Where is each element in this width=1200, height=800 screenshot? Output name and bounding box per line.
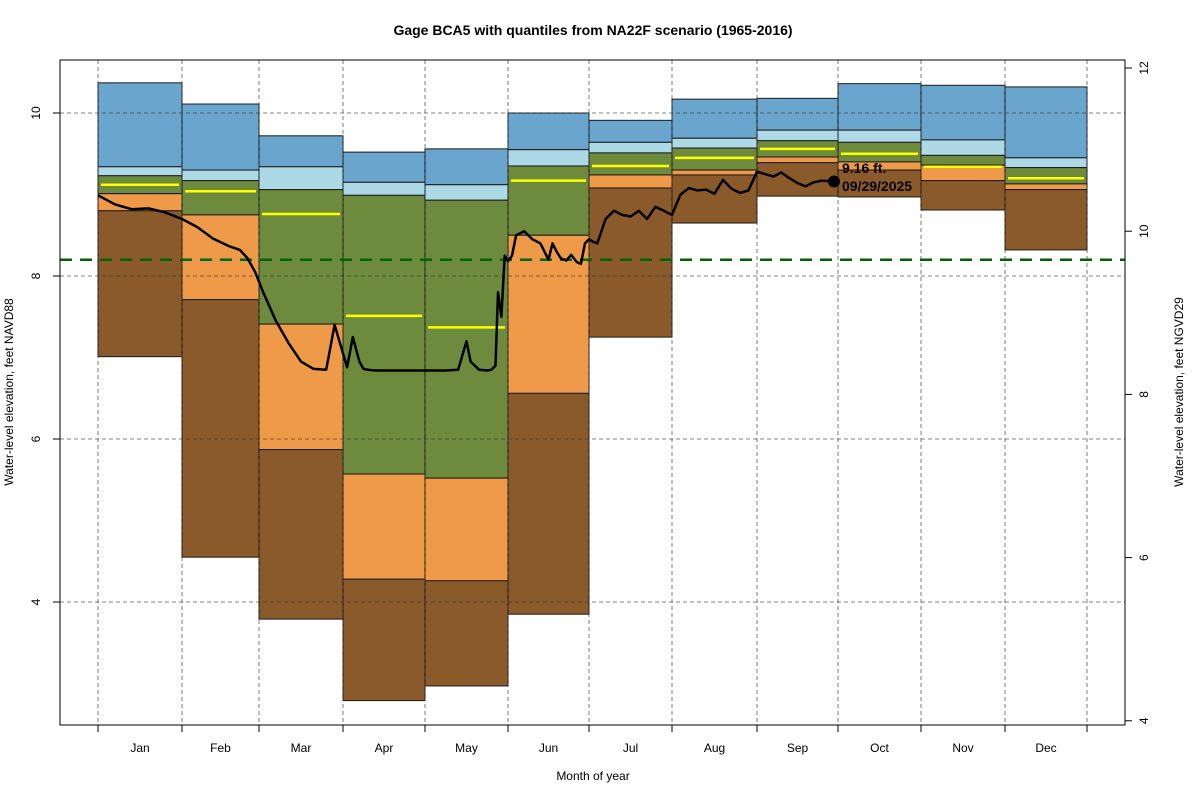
band-min-p10-mar (258, 449, 344, 620)
band-min-p10-jul (588, 187, 673, 338)
band-p10-p25-dec (1004, 183, 1088, 191)
band-p75-p90-apr (342, 181, 426, 196)
x-tick-label: Feb (210, 741, 231, 755)
x-tick-label: Mar (291, 741, 312, 755)
band-p10-p25-aug (671, 169, 758, 176)
grid-lines (60, 60, 1125, 725)
band-p25-p75-feb (181, 180, 260, 216)
chart-title: Gage BCA5 with quantiles from NA22F scen… (393, 22, 792, 38)
band-p75-p90-mar (258, 166, 344, 191)
x-tick-label: Aug (704, 741, 725, 755)
band-min-p10-dec (1004, 189, 1088, 251)
y-tick-label-right: 12 (1137, 61, 1151, 75)
band-p90-max-jul (588, 119, 673, 143)
x-axis-label: Month of year (556, 769, 629, 783)
band-p90-max-feb (181, 103, 260, 171)
band-p75-p90-jun (507, 149, 590, 167)
y-axis-label-left: Water-level elevation, feet NAVD88 (2, 298, 16, 486)
y-tick-label-right: 4 (1137, 717, 1151, 724)
current-point (827, 175, 840, 188)
quantile-bands (97, 82, 1088, 702)
x-tick-label: Jul (623, 741, 638, 755)
band-min-p10-sep (756, 162, 839, 197)
band-p10-p25-jul (588, 174, 673, 189)
band-p75-p90-aug (671, 137, 758, 149)
band-p90-max-apr (342, 151, 426, 183)
band-p25-p75-nov (920, 154, 1006, 166)
band-p90-max-nov (920, 84, 1006, 141)
band-p90-max-jan (97, 82, 183, 168)
band-p75-p90-sep (756, 129, 839, 142)
band-p75-p90-dec (1004, 157, 1088, 169)
band-min-p10-oct (837, 169, 922, 198)
x-tick-label: Oct (870, 741, 889, 755)
x-tick-label: Nov (952, 741, 973, 755)
band-min-p10-feb (181, 299, 260, 558)
band-p25-p75-oct (837, 141, 922, 163)
observed-line (97, 170, 834, 372)
band-p75-p90-jan (97, 166, 183, 177)
y-tick-label-left: 6 (29, 435, 43, 442)
band-min-p10-jun (507, 392, 590, 615)
x-tick-label: Dec (1035, 741, 1056, 755)
band-p25-p75-mar (258, 189, 344, 325)
axes: Jan Feb Mar Apr May Jun Jul Aug Sep Oct Nov Dec 4 6 8 1… (29, 59, 1151, 755)
band-p25-p75-jun (507, 165, 590, 236)
band-p90-max-oct (837, 83, 922, 131)
band-p90-max-dec (1004, 86, 1088, 159)
band-min-p10-may (424, 580, 509, 687)
band-p75-p90-jul (588, 141, 673, 154)
band-p90-max-mar (258, 135, 344, 168)
y-tick-label-right: 10 (1137, 224, 1151, 238)
band-p25-p75-apr (342, 194, 426, 475)
band-p75-p90-feb (181, 169, 260, 182)
band-p90-max-sep (756, 97, 839, 131)
band-p90-max-jun (507, 112, 590, 151)
band-p75-p90-oct (837, 129, 922, 143)
current-value-label: 9.16 ft. (842, 160, 886, 176)
y-tick-label-right: 6 (1137, 554, 1151, 561)
band-min-p10-jan (97, 210, 183, 358)
y-tick-label-left: 10 (29, 106, 43, 120)
y-axis-label-right: Water-level elevation, feet NGVD29 (1172, 297, 1186, 487)
band-p90-max-aug (671, 98, 758, 139)
band-p75-p90-may (424, 184, 509, 201)
band-p10-p25-sep (756, 156, 839, 164)
y-tick-label-left: 8 (29, 272, 43, 279)
plot-frame (59, 59, 1126, 726)
y-tick-label-left: 4 (29, 598, 43, 605)
band-p25-p75-jul (588, 152, 673, 176)
band-p10-p25-may (424, 477, 509, 582)
band-p10-p25-mar (258, 323, 344, 451)
band-p25-p75-may (424, 199, 509, 479)
band-min-p10-nov (920, 180, 1006, 211)
y-tick-label-right: 8 (1137, 391, 1151, 398)
band-p90-max-may (424, 148, 509, 186)
band-min-p10-aug (671, 174, 758, 224)
band-p25-p75-dec (1004, 167, 1088, 185)
x-tick-label: Jun (539, 741, 558, 755)
band-min-p10-apr (342, 578, 426, 702)
x-tick-label: Jan (130, 741, 149, 755)
current-date-label: 09/29/2025 (842, 178, 912, 194)
x-tick-label: Apr (375, 741, 394, 755)
x-tick-label: May (455, 741, 478, 755)
band-p75-p90-nov (920, 139, 1006, 156)
observed-series (97, 170, 840, 372)
median-lines (101, 147, 1084, 329)
band-p10-p25-apr (342, 473, 426, 580)
x-tick-label: Sep (787, 741, 809, 755)
